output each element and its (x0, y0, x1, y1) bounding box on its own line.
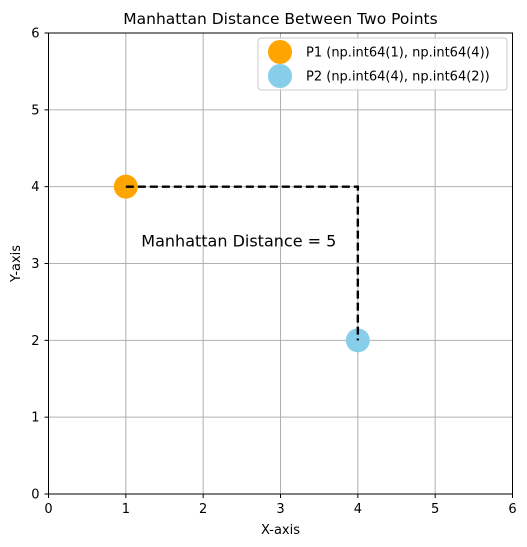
y-tick-label: 5 (31, 103, 39, 118)
x-tick-label: 3 (276, 502, 284, 517)
y-tick-label: 1 (31, 411, 39, 426)
legend-marker-p1 (268, 40, 292, 64)
legend-entry-p1: P1 (np.int64(1), np.int64(4)) (306, 46, 490, 61)
x-tick-label: 1 (122, 502, 130, 517)
y-tick-label: 0 (31, 488, 39, 503)
legend-entry-p2: P2 (np.int64(4), np.int64(2)) (306, 70, 490, 85)
legend: P1 (np.int64(1), np.int64(4)) P2 (np.int… (257, 37, 508, 91)
ticks: 0 1 2 3 4 5 6 0 1 2 3 4 5 6 (31, 27, 516, 518)
x-tick-label: 2 (199, 502, 207, 517)
manhattan-path (125, 185, 360, 341)
legend-box (257, 37, 508, 91)
x-tick-label: 5 (431, 502, 439, 517)
x-tick-label: 6 (508, 502, 516, 517)
chart-title: Manhattan Distance Between Two Points (123, 10, 437, 28)
manhattan-path-layer (125, 185, 360, 341)
y-tick-label: 6 (31, 27, 39, 42)
x-tick-label: 0 (44, 502, 52, 517)
y-axis-label: Y-axis (9, 245, 24, 283)
y-tick-label: 3 (31, 257, 39, 272)
legend-marker-p2 (268, 64, 292, 88)
x-tick-label: 4 (354, 502, 362, 517)
y-tick-label: 2 (31, 334, 39, 349)
y-tick-label: 4 (31, 180, 39, 195)
x-axis-label: X-axis (261, 523, 300, 538)
manhattan-distance-annotation: Manhattan Distance = 5 (141, 231, 336, 250)
